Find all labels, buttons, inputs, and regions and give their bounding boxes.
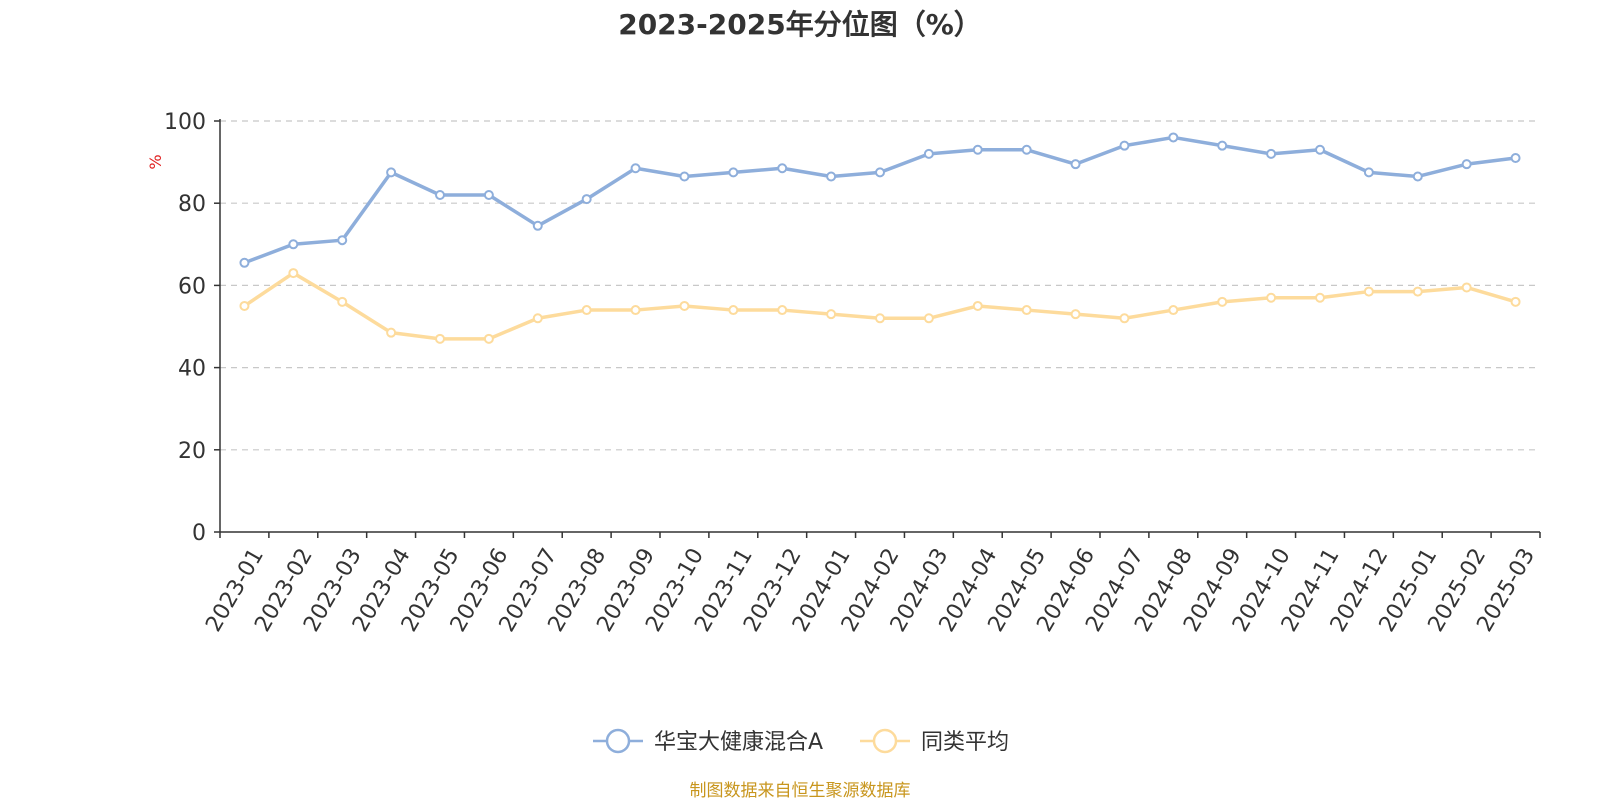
data-point[interactable]: [1412, 286, 1423, 297]
data-point[interactable]: [923, 313, 934, 324]
legend-item[interactable]: 同类平均: [860, 728, 1009, 755]
y-axis-unit-label: %: [146, 154, 165, 169]
data-point[interactable]: [1510, 152, 1521, 163]
axes: 0204060801002023-012023-022023-032023-04…: [164, 110, 1541, 636]
legend-label: 华宝大健康混合A: [654, 730, 823, 755]
data-point[interactable]: [972, 300, 983, 311]
series-2: [239, 268, 1521, 344]
data-point[interactable]: [239, 300, 250, 311]
y-tick-label: 60: [178, 274, 206, 299]
legend-item[interactable]: 华宝大健康混合A: [593, 728, 823, 755]
data-point[interactable]: [1217, 296, 1228, 307]
data-point[interactable]: [972, 144, 983, 155]
data-point[interactable]: [288, 268, 299, 279]
y-tick-label: 0: [192, 521, 206, 546]
data-point[interactable]: [728, 167, 739, 178]
data-point[interactable]: [386, 167, 397, 178]
legend-marker-icon: [872, 728, 898, 754]
data-point[interactable]: [532, 220, 543, 231]
legend-label: 同类平均: [921, 730, 1009, 755]
data-point[interactable]: [777, 305, 788, 316]
data-point[interactable]: [1315, 144, 1325, 155]
data-point[interactable]: [679, 171, 690, 182]
legend: 华宝大健康混合A 同类平均: [593, 728, 1009, 755]
data-point[interactable]: [728, 305, 739, 316]
data-point[interactable]: [1070, 159, 1081, 170]
chart-title: 2023-2025年分位图（%）: [618, 8, 982, 41]
data-point[interactable]: [1021, 305, 1032, 316]
data-point[interactable]: [1266, 292, 1277, 303]
data-point[interactable]: [875, 167, 885, 178]
source-note: 制图数据来自恒生聚源数据库: [690, 781, 911, 800]
y-tick-label: 100: [164, 110, 206, 135]
data-point[interactable]: [239, 257, 250, 268]
data-point[interactable]: [288, 239, 299, 250]
data-point[interactable]: [1363, 286, 1374, 297]
data-point[interactable]: [826, 309, 837, 320]
data-point[interactable]: [1119, 140, 1130, 151]
data-point[interactable]: [435, 333, 445, 344]
data-point[interactable]: [1510, 296, 1521, 307]
y-tick-label: 80: [178, 192, 206, 217]
grid-lines: [220, 120, 1540, 451]
data-point[interactable]: [630, 305, 641, 316]
legend-marker-icon: [605, 728, 631, 754]
data-point[interactable]: [923, 148, 934, 159]
data-point[interactable]: [1217, 140, 1228, 151]
data-point[interactable]: [1363, 167, 1374, 178]
y-tick-label: 20: [178, 439, 206, 464]
data-point[interactable]: [1021, 144, 1032, 155]
series-line: [243, 135, 1516, 265]
data-point[interactable]: [1119, 313, 1130, 324]
data-point[interactable]: [1315, 292, 1325, 303]
data-point[interactable]: [483, 333, 494, 344]
data-point[interactable]: [1461, 282, 1472, 293]
data-point[interactable]: [386, 327, 397, 338]
data-point[interactable]: [777, 163, 788, 174]
data-point[interactable]: [630, 163, 641, 174]
data-point[interactable]: [581, 194, 592, 205]
data-point[interactable]: [1168, 305, 1179, 316]
data-point[interactable]: [1266, 148, 1277, 159]
data-point[interactable]: [1461, 159, 1472, 170]
data-point[interactable]: [532, 313, 543, 324]
data-point[interactable]: [337, 235, 348, 246]
data-point[interactable]: [337, 296, 348, 307]
data-point[interactable]: [1070, 309, 1081, 320]
y-tick-label: 40: [178, 357, 206, 382]
data-point[interactable]: [679, 300, 690, 311]
data-point[interactable]: [581, 305, 592, 316]
series-line: [243, 271, 1517, 341]
series-1: [239, 132, 1521, 268]
data-point[interactable]: [483, 189, 494, 200]
data-point[interactable]: [1168, 132, 1179, 143]
data-point[interactable]: [875, 313, 885, 324]
series-layer: [239, 132, 1521, 344]
data-point[interactable]: [826, 171, 837, 182]
data-point[interactable]: [1412, 171, 1423, 182]
data-point[interactable]: [435, 189, 445, 200]
